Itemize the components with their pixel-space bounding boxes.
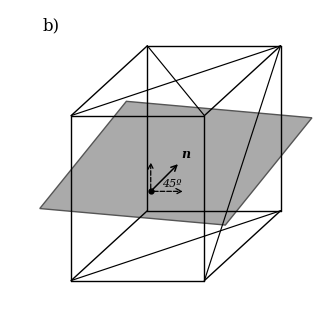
- Text: n: n: [181, 148, 191, 161]
- Text: b): b): [43, 17, 60, 34]
- Polygon shape: [40, 101, 312, 225]
- Text: 45º: 45º: [162, 179, 181, 189]
